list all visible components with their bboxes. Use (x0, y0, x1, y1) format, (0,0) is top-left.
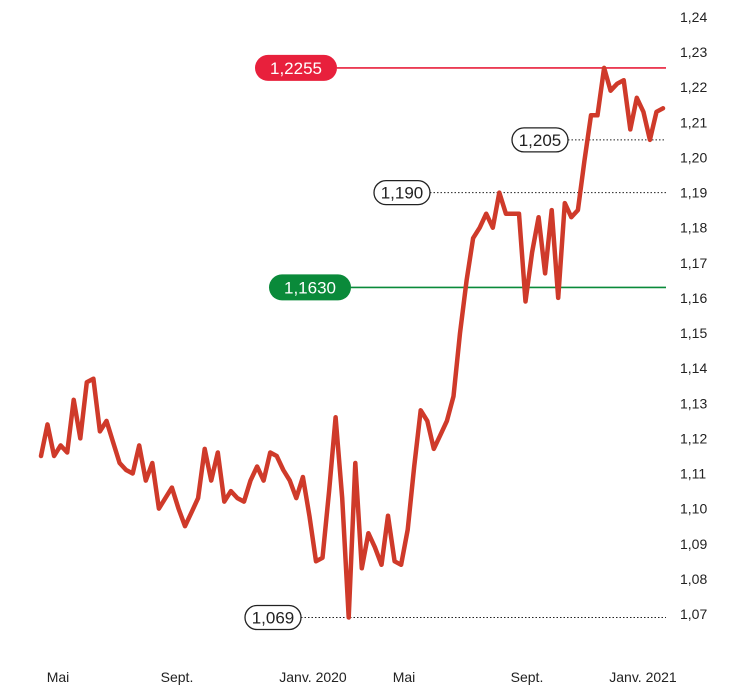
y-tick-label: 1,14 (680, 360, 707, 376)
x-tick-label: Mai (393, 669, 416, 685)
y-tick-label: 1,20 (680, 150, 707, 166)
x-tick-label: Sept. (511, 669, 544, 685)
reference-badge (244, 604, 302, 631)
y-tick-label: 1,24 (680, 9, 707, 25)
x-axis: Mai Sept. Janv. 2020 Mai Sept. Janv. 2021 (47, 669, 677, 685)
reference-line: 1,205 (511, 127, 666, 153)
reference-line: 1,069 (244, 604, 666, 631)
reference-badge (255, 54, 337, 81)
reference-badge (373, 179, 431, 206)
y-tick-label: 1,13 (680, 395, 707, 411)
y-tick-label: 1,18 (680, 220, 707, 236)
x-tick-label: Janv. 2021 (609, 669, 677, 685)
y-tick-label: 1,16 (680, 290, 707, 306)
reference-badge (511, 127, 569, 153)
x-tick-label: Janv. 2020 (279, 669, 347, 685)
y-tick-label: 1,11 (680, 466, 706, 482)
reference-label: 1,190 (381, 184, 424, 203)
reference-lines: 1,2255 1,1630 1,205 1,190 1,069 (244, 54, 666, 631)
y-tick-label: 1,09 (680, 536, 707, 552)
reference-label: 1,1630 (284, 278, 336, 297)
reference-line: 1,190 (373, 179, 666, 206)
y-tick-label: 1,19 (680, 185, 707, 201)
y-tick-label: 1,21 (680, 114, 707, 130)
y-tick-label: 1,10 (680, 501, 707, 517)
x-tick-label: Mai (47, 669, 70, 685)
reference-line: 1,1630 (269, 274, 666, 301)
reference-badge (269, 274, 351, 301)
y-tick-label: 1,17 (680, 255, 707, 271)
x-tick-label: Sept. (161, 669, 194, 685)
y-tick-label: 1,22 (680, 79, 707, 95)
reference-label: 1,205 (519, 131, 562, 150)
y-tick-label: 1,15 (680, 325, 707, 341)
series-line (38, 65, 666, 620)
y-tick-label: 1,07 (680, 606, 707, 622)
y-axis: 1,24 1,23 1,22 1,21 1,20 1,19 1,18 1,17 1,16 1,15… (680, 9, 707, 622)
reference-line: 1,2255 (255, 54, 666, 81)
y-tick-label: 1,08 (680, 571, 707, 587)
reference-label: 1,2255 (270, 59, 322, 78)
reference-label: 1,069 (252, 609, 295, 628)
y-tick-label: 1,12 (680, 430, 707, 446)
series (38, 65, 666, 620)
y-tick-label: 1,23 (680, 44, 707, 60)
